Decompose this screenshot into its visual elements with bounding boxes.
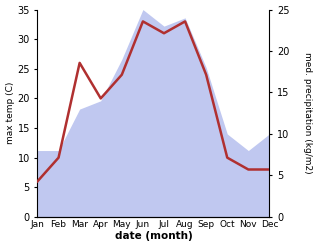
- X-axis label: date (month): date (month): [114, 231, 192, 242]
- Y-axis label: med. precipitation (kg/m2): med. precipitation (kg/m2): [303, 52, 313, 174]
- Y-axis label: max temp (C): max temp (C): [5, 82, 15, 144]
